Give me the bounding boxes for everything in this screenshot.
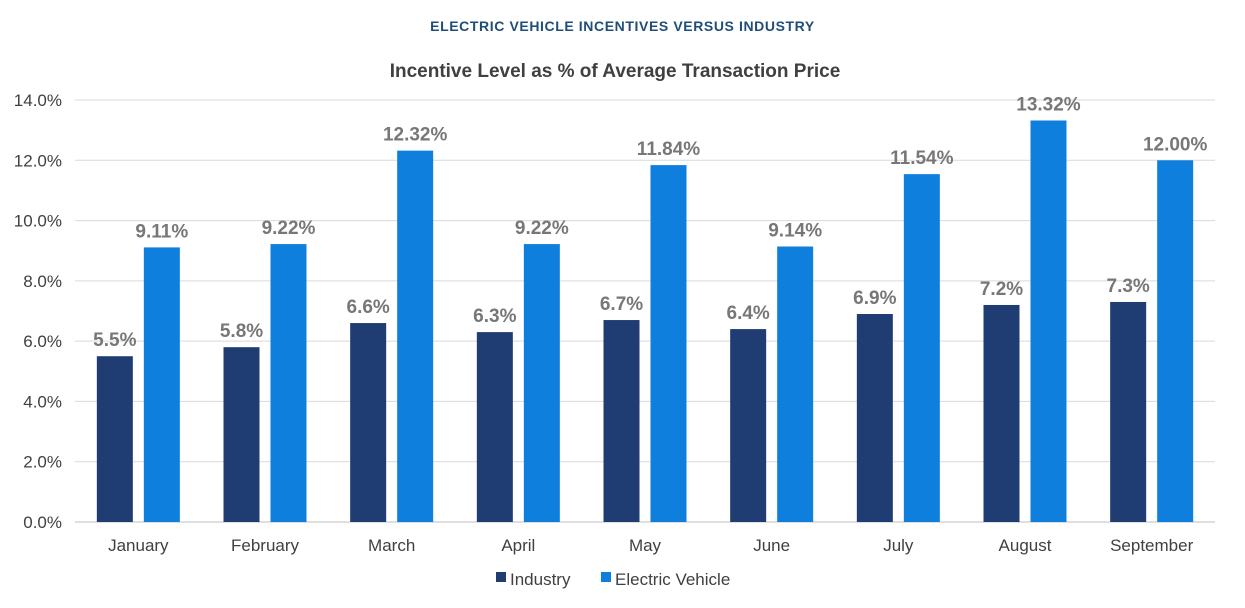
- y-tick-label: 0.0%: [23, 513, 62, 532]
- data-label: 13.32%: [1016, 94, 1081, 115]
- y-tick-label: 4.0%: [23, 392, 62, 411]
- bar-electric-vehicle: [270, 244, 307, 522]
- bar-industry: [856, 314, 893, 522]
- data-label: 9.14%: [768, 220, 822, 241]
- bar-industry: [223, 347, 260, 522]
- data-label: 7.2%: [980, 279, 1023, 300]
- bar-industry: [350, 323, 387, 522]
- data-label: 6.3%: [473, 306, 516, 327]
- bar-electric-vehicle: [650, 165, 687, 522]
- data-label: 12.32%: [383, 125, 448, 146]
- chart-supertitle: ELECTRIC VEHICLE INCENTIVES VERSUS INDUS…: [430, 18, 815, 34]
- data-label: 6.6%: [347, 297, 390, 318]
- bar-industry: [983, 304, 1020, 522]
- bar-electric-vehicle: [1157, 160, 1194, 523]
- x-tick-label: April: [501, 536, 535, 555]
- data-label: 7.3%: [1107, 276, 1150, 297]
- y-tick-label: 10.0%: [14, 212, 62, 231]
- data-label: 9.22%: [515, 218, 569, 239]
- legend-label-electric-vehicle: Electric Vehicle: [615, 570, 730, 589]
- y-tick-label: 12.0%: [14, 151, 62, 170]
- x-tick-label: January: [108, 536, 169, 555]
- x-tick-label: February: [231, 536, 300, 555]
- bar-industry: [1110, 301, 1147, 522]
- data-labels: 5.5% 9.11% 5.8% 9.22% 6.6% 12.32% 6.3% 9.22% 6.7…: [93, 94, 1207, 351]
- data-label: 9.22%: [262, 218, 316, 239]
- x-tick-label: July: [883, 536, 914, 555]
- legend-swatch-electric-vehicle: [601, 572, 611, 582]
- data-label: 11.84%: [637, 139, 700, 160]
- data-label: 9.11%: [135, 221, 188, 242]
- x-tick-label: August: [999, 536, 1052, 555]
- data-label: 6.9%: [853, 288, 896, 309]
- data-label: 11.54%: [890, 148, 953, 169]
- x-axis: January February March April May June July Augu…: [108, 536, 1193, 555]
- bar-industry: [603, 320, 640, 522]
- bar-electric-vehicle: [143, 247, 180, 523]
- x-tick-label: March: [368, 536, 415, 555]
- data-label: 5.5%: [93, 330, 136, 351]
- bar-electric-vehicle: [777, 246, 814, 522]
- data-label: 12.00%: [1143, 134, 1208, 155]
- data-label: 6.7%: [600, 294, 643, 315]
- y-axis: 0.0% 2.0% 4.0% 6.0% 8.0% 10.0% 12.0% 14.0%: [14, 91, 62, 532]
- x-tick-label: September: [1110, 536, 1193, 555]
- legend: Industry Electric Vehicle: [496, 570, 730, 589]
- x-tick-label: May: [629, 536, 662, 555]
- legend-label-industry: Industry: [510, 570, 571, 589]
- y-tick-label: 8.0%: [23, 272, 62, 291]
- bar-electric-vehicle: [1030, 120, 1067, 523]
- bar-electric-vehicle: [523, 244, 560, 522]
- bar-electric-vehicle: [903, 174, 940, 522]
- data-label: 5.8%: [220, 321, 263, 342]
- y-tick-label: 14.0%: [14, 91, 62, 110]
- bar-electric-vehicle: [397, 150, 434, 522]
- legend-swatch-industry: [496, 572, 506, 582]
- bars: [96, 120, 1194, 523]
- bar-industry: [730, 329, 767, 522]
- bar-industry: [476, 332, 513, 522]
- data-label: 6.4%: [727, 303, 770, 324]
- x-tick-label: June: [753, 536, 790, 555]
- gridlines: [75, 99, 1215, 523]
- bar-industry: [96, 356, 133, 522]
- y-tick-label: 2.0%: [23, 453, 62, 472]
- y-tick-label: 6.0%: [23, 332, 62, 351]
- chart-title: Incentive Level as % of Average Transact…: [390, 61, 841, 82]
